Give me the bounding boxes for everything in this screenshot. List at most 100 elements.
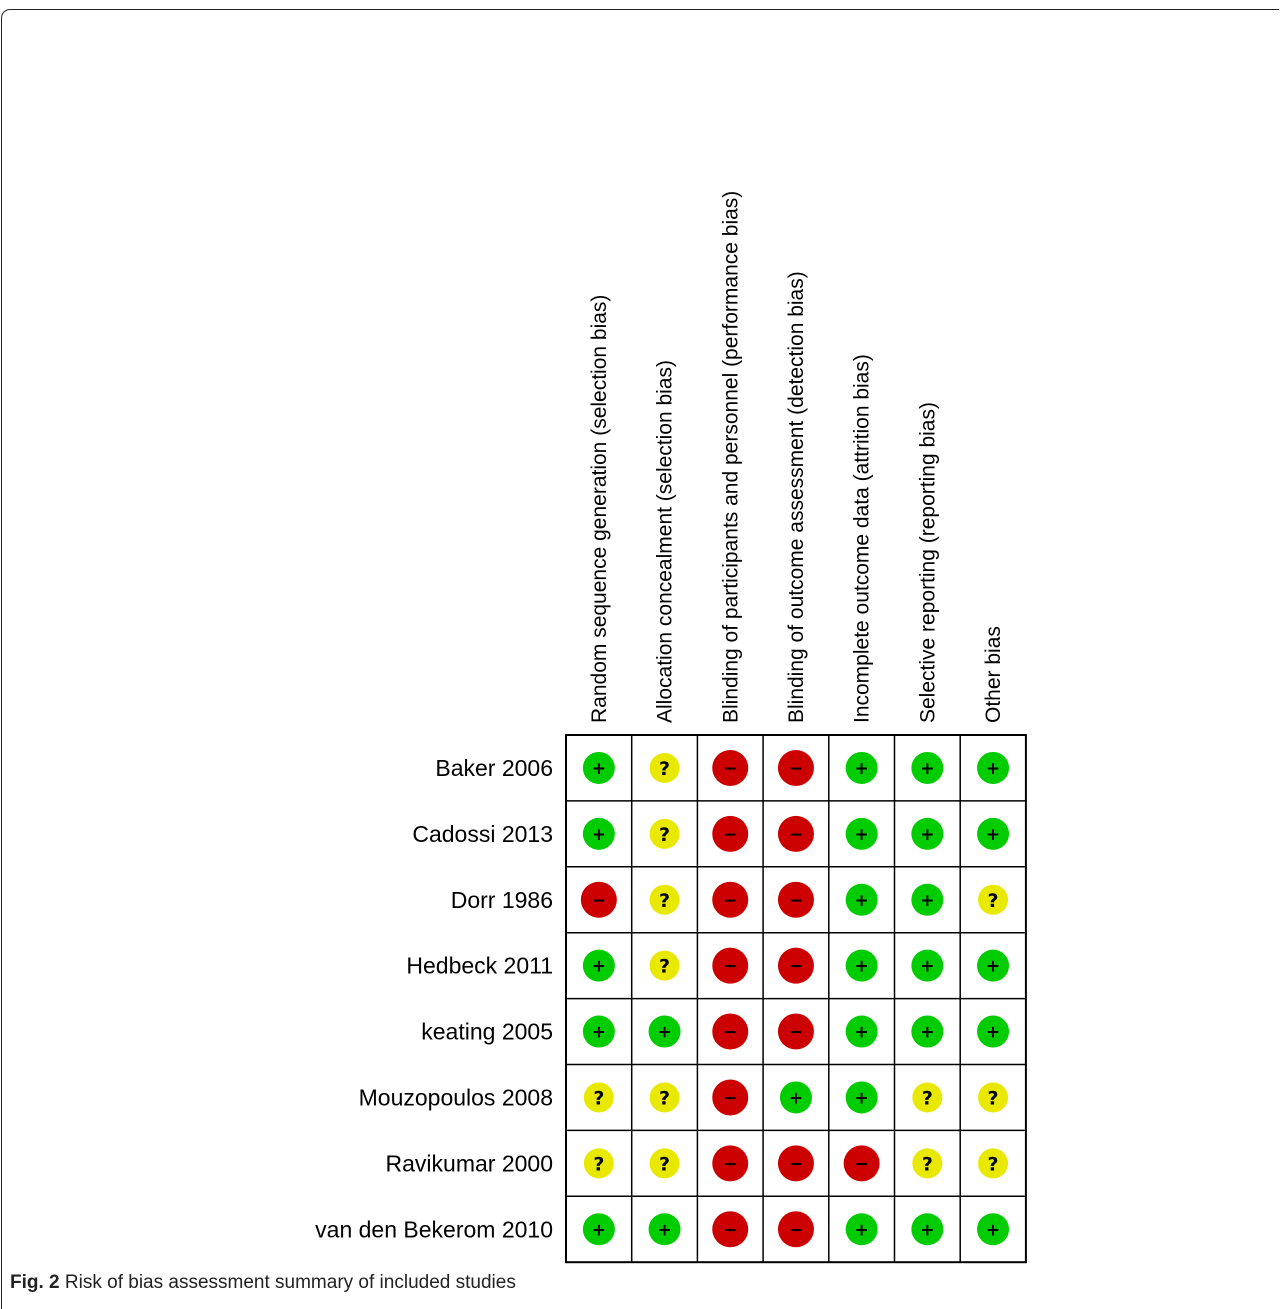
rating-high-marker [777, 947, 814, 984]
rating-low-marker [648, 1015, 681, 1048]
rating-low-symbol: + [986, 1023, 1000, 1043]
study-label: Ravikumar 2000 [386, 1150, 553, 1176]
rating-low-marker [845, 751, 878, 784]
rating-unclear-marker [649, 752, 680, 783]
rating-low-symbol: + [855, 825, 869, 845]
rating-low-symbol: + [657, 1220, 671, 1240]
rating-low-symbol: + [592, 1023, 606, 1043]
rating-high-symbol: − [855, 1154, 869, 1174]
rating-low-marker [648, 1213, 681, 1246]
rating-low-symbol: + [592, 1220, 606, 1240]
rating-low-marker [845, 817, 878, 850]
rating-low-marker [911, 1213, 944, 1246]
rating-high-symbol: − [723, 1023, 737, 1043]
rating-high-marker [843, 1145, 880, 1182]
rating-low-symbol: + [920, 891, 934, 911]
rating-unclear-symbol: ? [988, 890, 999, 912]
rating-low-marker [582, 949, 615, 982]
rating-low-symbol: + [920, 759, 934, 779]
rating-high-symbol: − [789, 825, 803, 845]
rating-low-marker [582, 1213, 615, 1246]
figure-caption-text: Risk of bias assessment summary of inclu… [64, 1272, 516, 1293]
rating-low-marker [582, 817, 615, 850]
rating-low-symbol: + [592, 825, 606, 845]
rating-low-symbol: + [986, 957, 1000, 977]
rating-unclear-symbol: ? [988, 1153, 999, 1175]
rating-unclear-marker [649, 818, 680, 849]
rating-high-symbol: − [723, 759, 737, 779]
rating-high-marker [712, 1013, 749, 1050]
rating-low-symbol: + [855, 957, 869, 977]
rating-high-marker [777, 1013, 814, 1050]
rating-low-symbol: + [855, 759, 869, 779]
rating-high-symbol: − [789, 1023, 803, 1043]
rating-high-marker [580, 881, 617, 918]
rating-low-marker [977, 817, 1010, 850]
rating-low-marker [977, 1015, 1010, 1048]
rating-high-marker [712, 947, 749, 984]
rating-low-symbol: + [855, 891, 869, 911]
rating-unclear-marker [978, 1082, 1009, 1113]
rating-low-symbol: + [592, 759, 606, 779]
column-header: Random sequence generation (selection bi… [588, 295, 611, 723]
rating-low-marker [911, 883, 944, 916]
column-header: Incomplete outcome data (attrition bias) [851, 354, 874, 723]
rating-unclear-marker [978, 1148, 1009, 1179]
study-label: Mouzopoulos 2008 [359, 1084, 553, 1110]
rating-low-marker [977, 949, 1010, 982]
study-label: keating 2005 [421, 1019, 553, 1045]
rating-high-marker [712, 1211, 749, 1248]
rating-low-marker [845, 1081, 878, 1114]
rating-low-marker [911, 751, 944, 784]
rating-low-marker [582, 751, 615, 784]
rating-unclear-symbol: ? [659, 758, 670, 780]
rating-high-symbol: − [789, 1220, 803, 1240]
column-header: Selective reporting (reporting bias) [916, 402, 939, 723]
rating-unclear-marker [583, 1148, 614, 1179]
figure-caption: Fig. 2 Risk of bias assessment summary o… [10, 1272, 516, 1294]
figure-caption-label: Fig. 2 [10, 1272, 60, 1293]
rating-unclear-symbol: ? [922, 1153, 933, 1175]
rating-high-marker [777, 881, 814, 918]
rating-unclear-symbol: ? [593, 1153, 604, 1175]
study-label: Baker 2006 [435, 755, 553, 781]
rating-high-symbol: − [789, 957, 803, 977]
rating-low-marker [911, 1015, 944, 1048]
rating-unclear-marker [649, 1148, 680, 1179]
rating-unclear-marker [649, 1082, 680, 1113]
study-label: Hedbeck 2011 [406, 953, 553, 979]
rating-low-symbol: + [920, 957, 934, 977]
rating-unclear-symbol: ? [593, 1087, 604, 1109]
rating-low-marker [582, 1015, 615, 1048]
rating-high-symbol: − [723, 1220, 737, 1240]
rating-low-symbol: + [657, 1023, 671, 1043]
rating-high-symbol: − [789, 759, 803, 779]
rating-unclear-marker [649, 884, 680, 915]
rating-low-symbol: + [920, 1220, 934, 1240]
rating-high-symbol: − [723, 891, 737, 911]
rating-low-marker [911, 949, 944, 982]
rating-high-symbol: − [789, 1154, 803, 1174]
rating-low-marker [845, 883, 878, 916]
rating-high-symbol: − [723, 1088, 737, 1108]
rating-high-marker [712, 881, 749, 918]
rating-high-symbol: − [723, 825, 737, 845]
rating-high-symbol: − [723, 957, 737, 977]
column-header: Blinding of outcome assessment (detectio… [785, 271, 808, 723]
rating-low-marker [845, 1015, 878, 1048]
rating-unclear-symbol: ? [659, 824, 670, 846]
rating-low-symbol: + [855, 1088, 869, 1108]
rating-low-marker [845, 1213, 878, 1246]
study-label: Dorr 1986 [451, 887, 553, 913]
rating-unclear-symbol: ? [659, 956, 670, 978]
rating-unclear-marker [978, 884, 1009, 915]
column-header: Blinding of participants and personnel (… [719, 191, 742, 723]
rating-high-marker [712, 749, 749, 786]
rating-low-symbol: + [986, 825, 1000, 845]
rating-high-marker [712, 1145, 749, 1182]
rating-low-symbol: + [789, 1088, 803, 1108]
rating-low-symbol: + [855, 1220, 869, 1240]
rating-unclear-marker [583, 1082, 614, 1113]
rating-low-marker [977, 751, 1010, 784]
